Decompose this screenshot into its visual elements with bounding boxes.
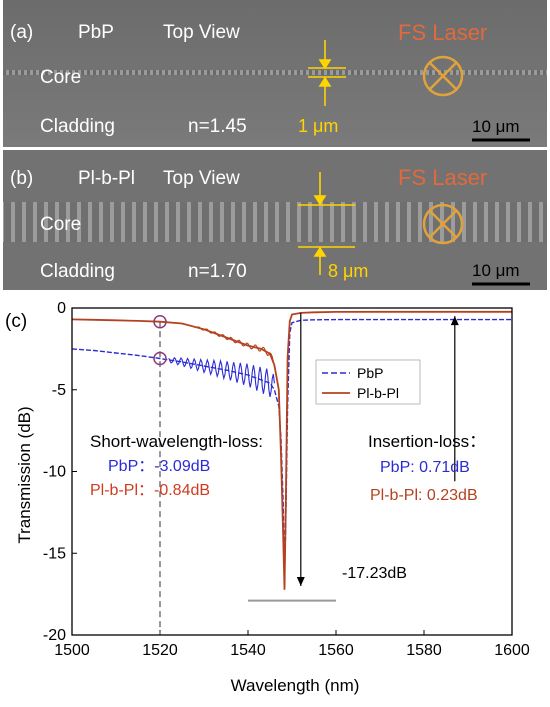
view-title: Top View	[163, 168, 240, 189]
view-title: Top View	[163, 22, 240, 43]
y-axis-label: Transmission (dB)	[15, 406, 34, 543]
x-tick-label: 1540	[230, 642, 266, 659]
panel-label: (b)	[10, 168, 33, 189]
legend: PbP Pl-b-Pl	[315, 359, 421, 405]
core-width-marker	[308, 40, 346, 106]
x-tick-label: 1520	[142, 642, 178, 659]
insertion-loss-plbpl: Pl-b-Pl: 0.23dB	[370, 487, 478, 504]
y-tick-label: 0	[57, 300, 66, 317]
core-width-marker	[298, 172, 355, 275]
cladding-label: Cladding	[40, 116, 115, 137]
x-tick-label: 1500	[54, 642, 90, 659]
y-tick-label: -15	[43, 545, 66, 562]
plot-frame	[71, 307, 513, 636]
short-loss-title: Short-wavelength-loss:	[90, 432, 263, 451]
series-line-plbpl	[71, 310, 512, 590]
scale-bar-label: 10 μm	[472, 117, 520, 136]
depth-arrowhead	[296, 576, 305, 586]
scale-bar-label: 10 μm	[472, 261, 520, 280]
transmission-chart: (c) 1500 1520 1540 1560 1580 1600 0 -5 -10 -15 -20…	[0, 295, 550, 702]
marker-circle-plbpl	[153, 314, 167, 329]
fiber-name: PbP	[78, 22, 114, 43]
marker-circle-pbp	[153, 351, 167, 366]
x-tick-label: 1560	[318, 642, 354, 659]
legend-label-plbpl: Pl-b-Pl	[357, 385, 399, 401]
core-width-label: 1 μm	[298, 116, 338, 136]
core-line	[3, 70, 547, 75]
series-ripple-plbpl	[195, 326, 275, 367]
chart-panel-label: (c)	[5, 311, 27, 332]
insertion-loss-arrowhead-up	[450, 316, 459, 326]
fiber-name: Pl-b-Pl	[78, 168, 135, 189]
panel-label: (a)	[10, 22, 33, 43]
minimum-value-label: -17.23dB	[342, 565, 407, 582]
laser-symbol	[422, 203, 464, 245]
x-tick-label: 1600	[494, 642, 530, 659]
panel-b: (b) Pl-b-Pl Top View FS Laser Core Cladd…	[0, 150, 550, 290]
refractive-index: n=1.45	[188, 116, 247, 137]
core-label: Core	[40, 67, 81, 88]
laser-label: FS Laser	[398, 165, 487, 190]
x-tick-label: 1580	[406, 642, 442, 659]
core-width-label: 8 μm	[328, 261, 368, 281]
y-tick-label: -5	[52, 382, 66, 399]
cladding-label: Cladding	[40, 261, 115, 282]
series-ripple-pbp	[168, 356, 275, 398]
short-loss-plbpl: Pl-b-Pl：-0.84dB	[90, 482, 210, 499]
laser-symbol	[422, 55, 464, 97]
legend-label-pbp: PbP	[357, 365, 383, 381]
y-tick-label: -10	[43, 464, 66, 481]
short-loss-pbp: PbP：-3.09dB	[108, 458, 210, 475]
core-label: Core	[40, 214, 81, 235]
laser-label: FS Laser	[398, 20, 487, 45]
refractive-index: n=1.70	[188, 261, 247, 282]
insertion-loss-pbp: PbP: 0.71dB	[380, 459, 470, 476]
panel-a: (a) PbP Top View FS Laser Core Cladding …	[0, 0, 550, 147]
core-grating	[3, 202, 547, 242]
y-tick-label: -20	[43, 627, 66, 644]
x-axis-label: Wavelength (nm)	[231, 676, 360, 695]
insertion-loss-title: Insertion-loss：	[368, 432, 486, 451]
